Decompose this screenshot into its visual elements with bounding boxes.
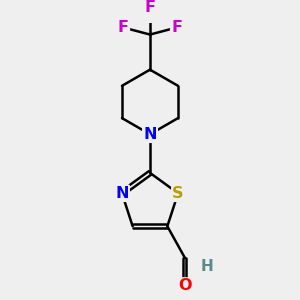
Text: F: F — [171, 20, 182, 35]
Text: H: H — [201, 259, 214, 274]
Text: S: S — [172, 186, 184, 201]
Text: F: F — [118, 20, 129, 35]
Text: O: O — [178, 278, 192, 293]
Text: N: N — [143, 127, 157, 142]
Text: F: F — [145, 0, 155, 15]
Text: N: N — [115, 186, 129, 201]
